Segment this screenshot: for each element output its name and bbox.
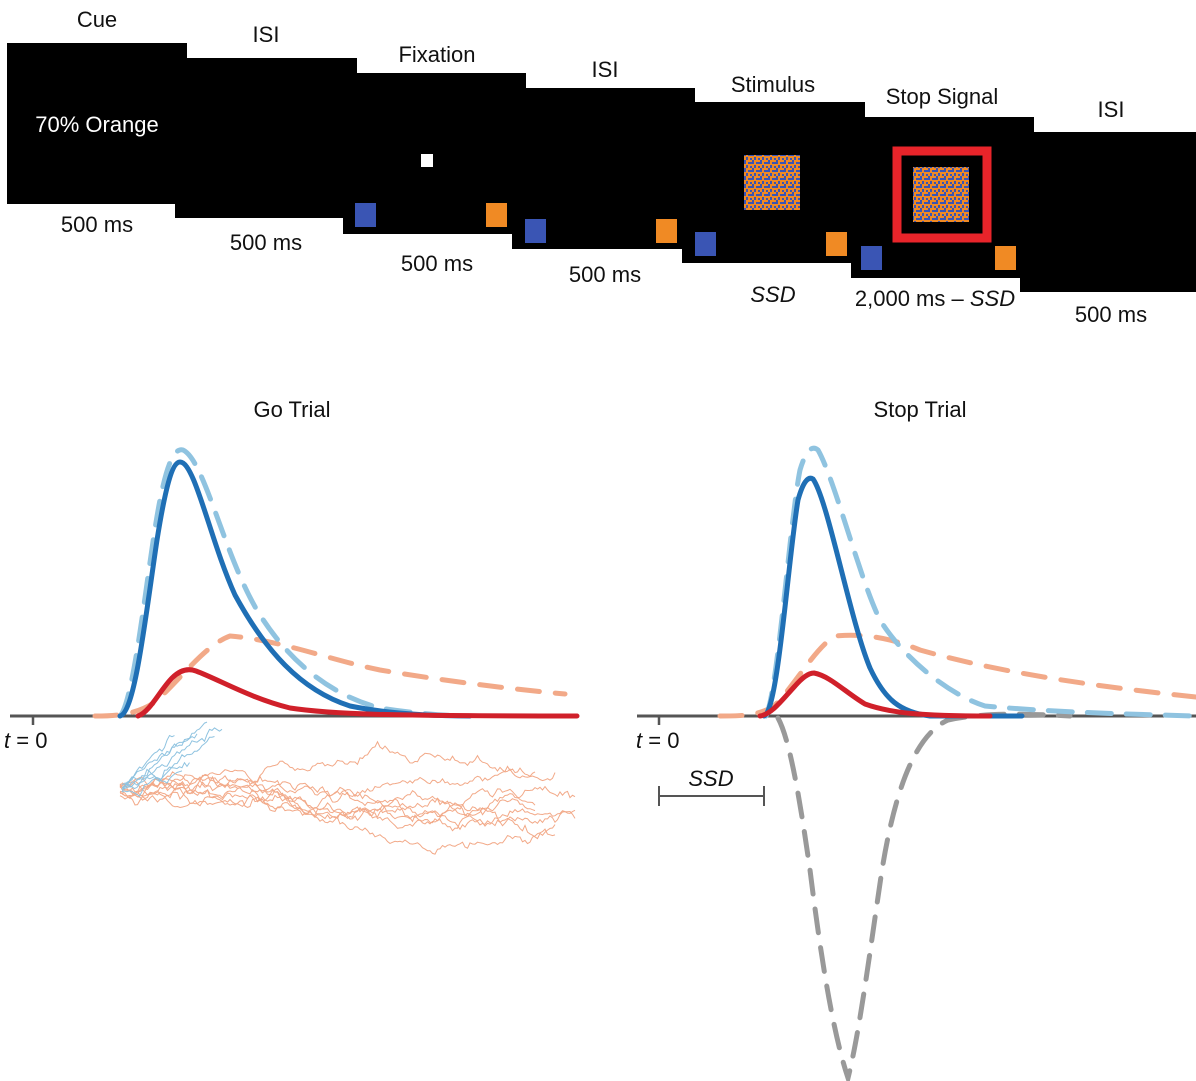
orange-target <box>826 232 847 256</box>
salmon-walk-trace <box>119 769 576 824</box>
salmon-walk-trace <box>119 765 536 799</box>
fixation-square <box>421 154 433 167</box>
salmon-dashed-density <box>717 632 1196 719</box>
blue-walk-trace <box>121 736 215 791</box>
blue-target <box>525 219 546 243</box>
frame-duration: SSD <box>750 282 795 307</box>
panel-title: Stop Trial <box>874 397 967 422</box>
frame-title: Stop Signal <box>886 84 999 109</box>
equals-zero: = 0 <box>642 728 679 753</box>
salmon-walk-trace <box>119 785 576 827</box>
stimulus-noise-patch <box>913 167 969 222</box>
frame-title: Fixation <box>398 42 475 67</box>
frame-title: ISI <box>253 22 280 47</box>
t-symbol: t <box>636 728 643 753</box>
frame-title: ISI <box>1098 97 1125 122</box>
orange-target <box>486 203 507 227</box>
time-zero-label: t = 0 <box>4 728 47 753</box>
frame-duration: 500 ms <box>401 251 473 276</box>
cue-text: 70% Orange <box>35 112 159 137</box>
salmon-walk-trace <box>119 771 536 832</box>
frame-title: Stimulus <box>731 72 815 97</box>
frame-title: ISI <box>592 57 619 82</box>
blue-walk-trace <box>121 721 208 786</box>
equals-zero: = 0 <box>10 728 47 753</box>
blue-walk-trace <box>121 733 198 793</box>
blue-walk-trace <box>121 770 183 798</box>
gray-dashed-stop-density <box>775 711 1073 1081</box>
orange-target <box>656 219 677 243</box>
frame-isi-1: ISI 500 ms <box>175 22 357 255</box>
duration-prefix: 2,000 ms – <box>855 286 970 311</box>
red-density <box>757 670 993 719</box>
blue-target <box>695 232 716 256</box>
frame-duration: 500 ms <box>61 212 133 237</box>
frame-duration: 500 ms <box>569 262 641 287</box>
salmon-walk-trace <box>119 775 556 840</box>
ssd-label: SSD <box>688 766 733 791</box>
frame-duration: 500 ms <box>1075 302 1147 327</box>
time-zero-label: t = 0 <box>636 728 679 753</box>
stimulus-noise-patch <box>744 155 800 210</box>
salmon-walk-trace <box>119 785 576 818</box>
blue-target <box>861 246 882 270</box>
go-trial-random-walks <box>119 721 576 855</box>
dark-blue-density <box>117 459 473 719</box>
salmon-dashed-density <box>92 633 568 719</box>
screen <box>1020 132 1196 292</box>
screen <box>175 58 357 218</box>
frame-stop-signal: Stop Signal 2,000 ms – SSD <box>851 84 1034 311</box>
frame-fixation: Fixation 500 ms <box>343 42 526 276</box>
t-symbol: t <box>4 728 11 753</box>
screen <box>7 43 187 204</box>
panel-title: Go Trial <box>253 397 330 422</box>
frame-duration: 500 ms <box>230 230 302 255</box>
salmon-walk-trace <box>119 785 536 820</box>
light-blue-dashed-density <box>763 445 1196 719</box>
red-density <box>135 667 580 719</box>
orange-target <box>995 246 1016 270</box>
stop-signal-frame <box>892 146 992 243</box>
frame-isi-3: ISI 500 ms <box>1020 97 1196 327</box>
stop-trial-panel: Stop Trial t = 0 SSD <box>636 397 1196 1081</box>
blue-target <box>355 203 376 227</box>
frame-duration: 2,000 ms – SSD <box>855 286 1015 311</box>
blue-walk-trace <box>121 727 223 790</box>
ssd-bracket: SSD <box>658 766 765 806</box>
salmon-walk-trace <box>119 740 556 792</box>
frame-isi-2: ISI 500 ms <box>512 57 695 287</box>
go-trial-panel: Go Trial t = 0 <box>4 397 580 855</box>
salmon-walk-trace <box>119 781 556 855</box>
frame-stimulus: Stimulus SSD <box>682 72 865 307</box>
frame-cue: Cue 70% Orange 500 ms <box>7 7 187 237</box>
frame-title: Cue <box>77 7 117 32</box>
duration-ssd: SSD <box>970 286 1015 311</box>
